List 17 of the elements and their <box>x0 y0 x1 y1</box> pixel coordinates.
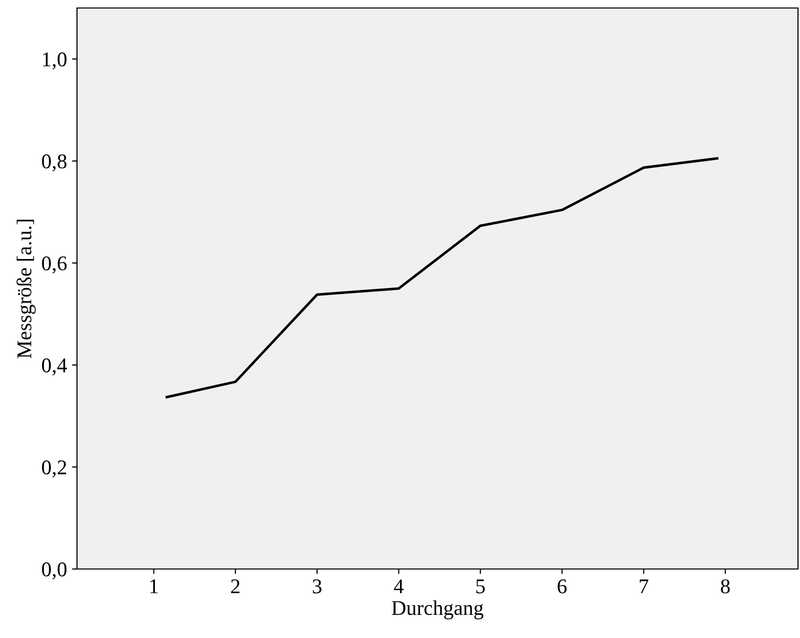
x-tick-label: 3 <box>312 579 322 594</box>
y-axis-title: Messgröße [a.u.] <box>16 220 36 358</box>
x-tick-label: 2 <box>231 579 240 594</box>
line-series <box>166 157 718 398</box>
x-tick-label: 5 <box>476 580 485 594</box>
y-tick-label: 0,4 <box>42 358 67 376</box>
x-tick-label: 7 <box>640 580 648 594</box>
x-axis-title: Durchgang <box>392 600 484 620</box>
y-tick-label: 0,8 <box>42 154 66 172</box>
x-tick-label: 6 <box>558 579 567 594</box>
y-tick-label: 0,2 <box>42 460 66 478</box>
y-tick-label: 1,0 <box>43 52 66 70</box>
x-tick-label: 1 <box>150 579 158 594</box>
y-tick-label: 0,0 <box>42 562 66 580</box>
x-tick-label: 8 <box>720 579 730 594</box>
y-tick-label: 0,6 <box>42 256 67 274</box>
x-tick-label: 4 <box>394 579 404 594</box>
